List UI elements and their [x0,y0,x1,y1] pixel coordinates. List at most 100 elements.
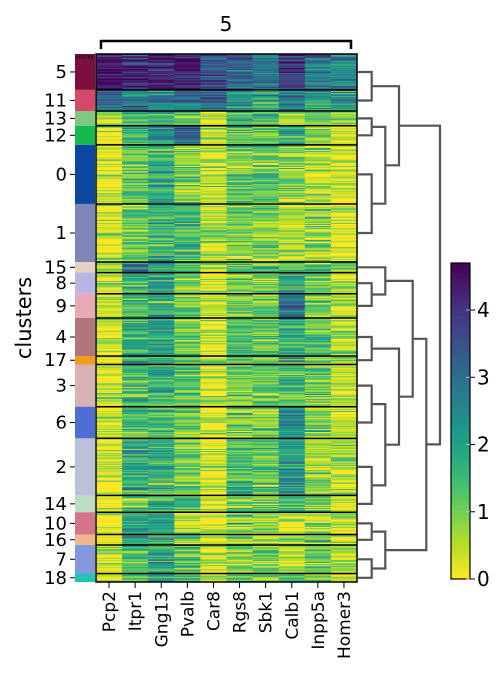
heat-cell [200,55,227,57]
heat-cell [226,169,253,171]
heat-cell [200,252,227,254]
heat-cell [174,524,201,527]
heat-cell [226,172,253,174]
heat-cell [304,63,332,65]
heat-cell [278,102,306,104]
heat-cell [226,219,253,222]
heat-cell [330,169,358,171]
heat-cell [278,142,306,145]
heat-cell [96,115,123,117]
heat-cell [304,134,332,136]
heat-cell [252,458,280,460]
heat-cell [200,165,227,168]
heat-cell [330,471,358,473]
heat-cell [122,99,149,101]
heat-cell [122,367,149,369]
heat-cell [174,357,201,359]
heat-cell [148,373,175,376]
heat-cell [330,153,358,155]
heat-cell [148,62,175,64]
heat-cell [122,84,149,86]
heat-cell [200,558,227,561]
heat-cell [330,93,358,95]
heat-cell [226,291,253,293]
heat-cell [278,66,306,69]
heat-cell [330,571,358,573]
heat-cell [226,217,253,220]
heat-cell [226,220,253,223]
heat-cell [200,578,227,581]
heat-cell [252,574,280,576]
heat-cell [148,486,175,489]
heat-cell [330,102,358,104]
heat-cell [226,161,253,164]
heat-cell [200,169,227,171]
heat-cell [174,513,201,515]
heat-cell [252,235,280,237]
heat-cell [148,362,175,364]
heat-cell [122,524,149,527]
heat-cell [122,459,149,461]
heat-cell [96,65,123,67]
heat-cell [174,335,201,338]
heat-cell [330,384,358,386]
heat-cell [330,549,358,551]
heat-cell [96,351,123,354]
heat-cell [226,542,253,545]
heat-cell [304,154,332,156]
heat-cell [174,359,201,361]
heat-cell [96,186,123,188]
heat-cell [252,122,280,124]
heat-cell [122,416,149,418]
heat-cell [278,338,306,340]
heat-cell [278,443,306,446]
heat-cell [226,77,253,79]
heat-cell [278,115,306,117]
heat-cell [122,188,149,190]
heat-cell [122,158,149,160]
heat-cell [252,400,280,402]
heat-cell [174,547,201,549]
heat-cell [200,395,227,397]
heat-cell [122,440,149,442]
heat-cell [174,422,201,424]
heat-cell [304,461,332,463]
heat-cell [278,147,306,150]
heat-cell [330,216,358,218]
heat-cell [330,372,358,375]
heat-cell [278,326,306,328]
heat-cell [252,303,280,305]
heat-cell [330,461,358,463]
heat-cell [148,440,175,442]
heat-cell [226,288,253,290]
heat-cell [226,514,253,516]
heat-cell [200,194,227,196]
heat-cell [174,496,201,498]
heat-cell [122,382,149,384]
heat-cell [226,225,253,227]
heat-cell [226,373,253,376]
heat-cell [226,107,253,110]
heat-cell [330,164,358,167]
heat-cell [174,576,201,579]
heat-cell [122,423,149,425]
heat-cell [174,385,201,387]
heat-cell [252,105,280,108]
heat-cell [304,243,332,245]
heat-cell [200,77,227,79]
heat-cell [122,232,149,234]
heat-cell [304,472,332,474]
heat-cell [278,516,306,518]
heat-cell [278,531,306,533]
heat-cell [330,252,358,254]
heat-cell [96,388,123,391]
heat-cell [304,265,332,267]
heat-cell [278,174,306,176]
heat-cell [174,170,201,172]
heat-cell [174,323,201,325]
heat-cell [278,152,306,154]
heat-cell [122,161,149,164]
heat-cell [96,301,123,303]
heat-cell [226,71,253,74]
heat-cell [96,297,123,300]
